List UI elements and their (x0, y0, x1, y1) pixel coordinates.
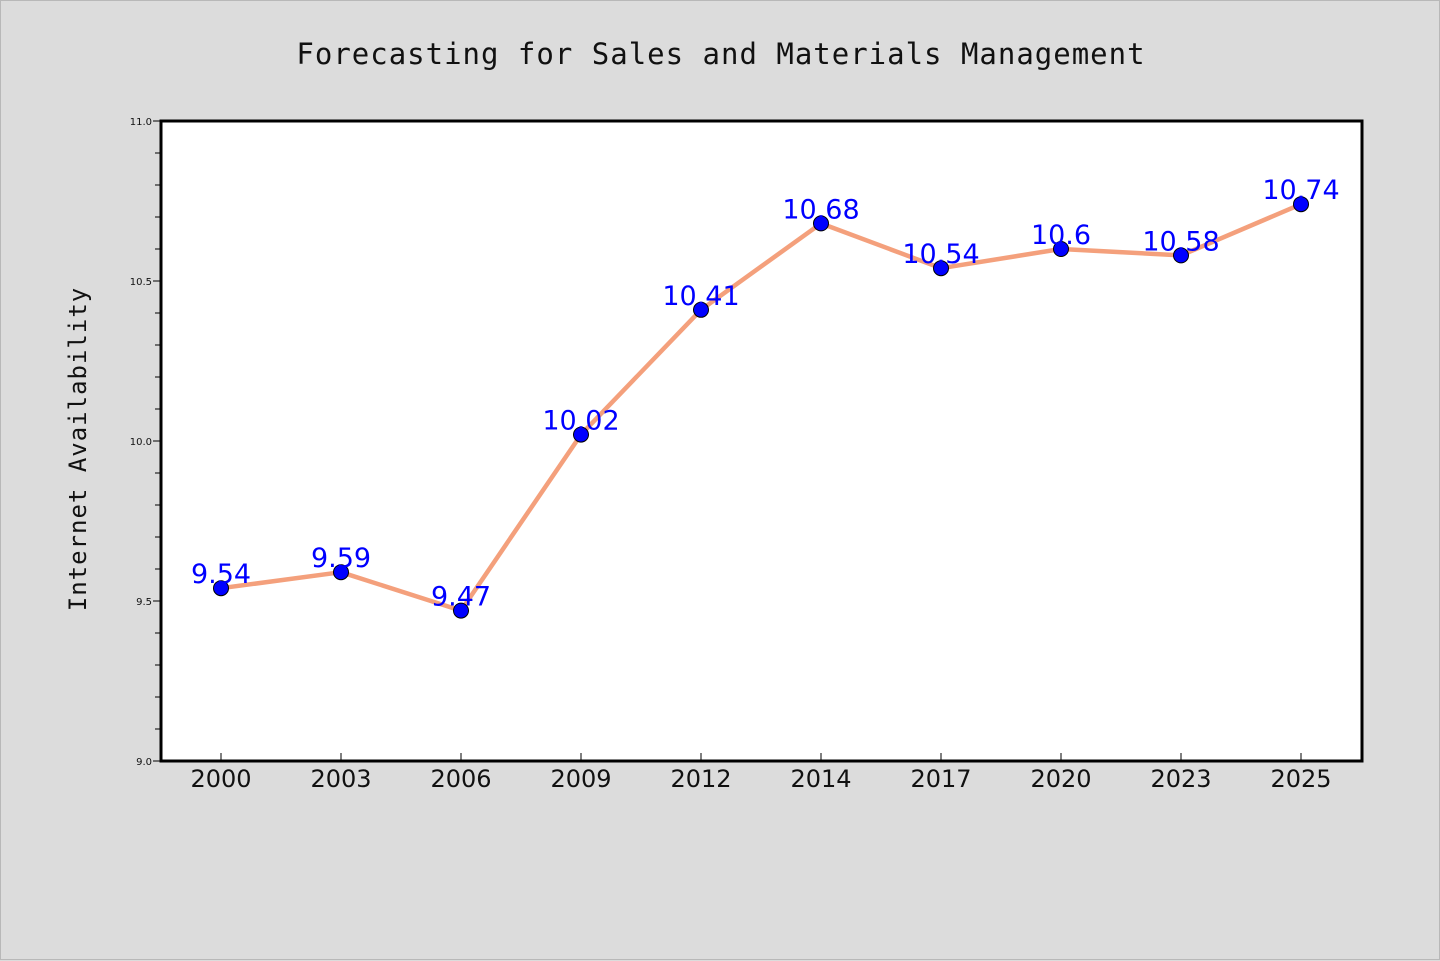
data-point (813, 215, 829, 232)
series-line (218, 201, 1304, 613)
data-point (933, 260, 949, 277)
data-label: 10.02 (542, 406, 619, 437)
y-axis-ticks: 9.0 9.5 10.0 10.5 11.0 (130, 117, 161, 768)
x-axis-ticks: 2000 2003 2006 2009 2012 2014 2017 2020 2023 2025 (190, 753, 1332, 793)
data-label: 10.68 (782, 194, 859, 225)
data-point (693, 301, 709, 318)
data-label: 9.59 (311, 543, 371, 574)
plot-area (159, 119, 1364, 763)
x-tick-label: 2023 (1150, 765, 1211, 793)
data-point (1053, 241, 1069, 257)
data-label: 9.54 (191, 559, 251, 590)
data-point (333, 564, 349, 581)
y-tick-label: 10.5 (130, 277, 152, 288)
chart-title: Forecasting for Sales and Materials Mana… (296, 37, 1145, 71)
data-label: 10.6 (1031, 220, 1091, 251)
x-tick-label: 2025 (1270, 765, 1331, 793)
y-tick-label: 9.5 (136, 597, 152, 608)
x-tick-label: 2017 (910, 765, 971, 793)
x-tick-label: 2000 (190, 765, 251, 793)
series-lines (218, 201, 1304, 613)
x-tick-label: 2003 (310, 765, 371, 793)
data-label: 10.41 (662, 281, 739, 312)
x-tick-label: 2020 (1030, 765, 1091, 793)
data-label: 9.47 (431, 582, 491, 613)
y-tick-label: 9.0 (136, 757, 152, 768)
data-label: 10.74 (1262, 175, 1339, 206)
data-label: 10.58 (1142, 226, 1219, 257)
data-point (453, 602, 469, 619)
y-axis-label: Internet Availability (64, 287, 92, 611)
data-labels: 9.54 9.59 9.47 10.02 10.41 10.68 10.54 10.6 10.5… (191, 175, 1340, 612)
x-tick-label: 2009 (550, 765, 611, 793)
y-tick-label: 10.0 (130, 437, 152, 448)
y-tick-label: 11.0 (130, 117, 152, 128)
data-point (213, 580, 229, 597)
data-point (573, 426, 589, 443)
data-point (1293, 196, 1309, 213)
x-tick-label: 2012 (670, 765, 731, 793)
x-tick-label: 2006 (430, 765, 491, 793)
x-tick-label: 2014 (790, 765, 851, 793)
data-label: 10.54 (902, 239, 979, 270)
data-points (213, 196, 1309, 619)
data-point (1173, 247, 1189, 264)
